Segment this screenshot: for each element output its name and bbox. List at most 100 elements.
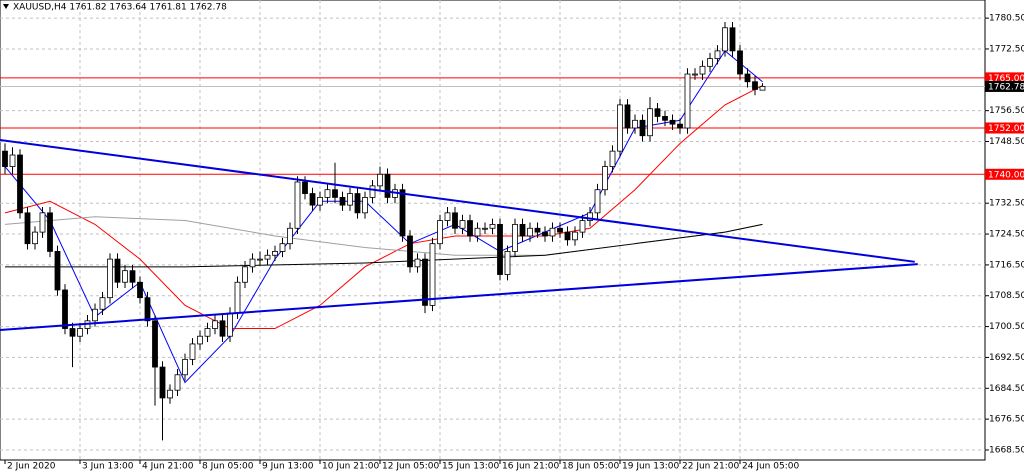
y-tick-label: 1748.50	[989, 137, 1024, 147]
y-tick-label: 1772.50	[989, 44, 1024, 54]
candle-body	[227, 312, 233, 337]
candle-body	[17, 154, 23, 214]
candle-body	[54, 250, 61, 291]
candle-body	[384, 173, 391, 198]
candle-body	[92, 308, 98, 322]
y-tick-label: 1692.50	[989, 353, 1024, 363]
candle-body	[587, 212, 593, 221]
candle-body	[107, 258, 113, 299]
candle-body	[399, 189, 406, 237]
candle-body	[377, 173, 383, 187]
candle-body	[707, 58, 713, 67]
level-label: 1752.00	[988, 124, 1024, 134]
candle-body	[189, 343, 196, 360]
y-tick-label: 1700.50	[989, 322, 1024, 332]
candle-body	[647, 108, 653, 137]
y-tick-label: 1668.50	[989, 445, 1024, 455]
candle-body	[249, 258, 256, 268]
candle-body	[24, 212, 31, 245]
candle-body	[737, 50, 743, 75]
candle-body	[39, 212, 46, 233]
candle-body	[362, 197, 368, 214]
x-tick-label: 24 Jun 05:00	[742, 462, 799, 472]
candle-body	[302, 181, 308, 194]
candle-body	[617, 104, 623, 152]
y-tick-label: 1716.50	[989, 260, 1024, 270]
level-label: 1765.00	[988, 74, 1024, 84]
candle-body	[527, 227, 533, 237]
y-tick-label: 1780.50	[989, 14, 1024, 24]
chart-title: XAUUSD,H4 1761.82 1763.64 1761.81 1762.7…	[13, 3, 227, 13]
x-tick-label: 3 Jun 13:00	[82, 462, 134, 472]
candle-body	[752, 81, 758, 90]
level-tag	[985, 80, 1024, 92]
candle-body	[47, 212, 53, 252]
candle-body	[294, 181, 301, 229]
candle-body	[534, 227, 541, 233]
x-tick-label: 2 Jun 2020	[7, 462, 56, 472]
candle-body	[542, 231, 548, 237]
level-tag	[985, 122, 1024, 134]
y-tick-label: 1724.50	[989, 230, 1024, 240]
candle-body	[62, 289, 68, 329]
candle-body	[347, 193, 353, 206]
candle-body	[257, 258, 263, 261]
candle-body	[204, 328, 211, 337]
x-tick-label: 18 Jun 05:00	[562, 462, 619, 472]
candle-body	[354, 193, 361, 214]
candle-body	[474, 227, 481, 237]
candle-body	[369, 185, 376, 198]
candle-body	[602, 166, 608, 191]
candle-body	[482, 227, 488, 230]
candle-body	[579, 220, 586, 233]
candle-body	[549, 227, 556, 237]
candle-body	[167, 389, 173, 399]
candle-body	[744, 73, 751, 83]
y-tick-label: 1732.50	[989, 199, 1024, 209]
candle-body	[489, 224, 496, 229]
candle-body	[452, 212, 458, 229]
candle-body	[122, 270, 128, 283]
trendline	[0, 138, 915, 263]
candle-body	[9, 154, 16, 167]
candle-body	[467, 220, 473, 237]
y-tick-label: 1708.50	[989, 291, 1024, 301]
candle-body	[77, 328, 83, 337]
x-tick-label: 16 Jun 21:00	[502, 462, 559, 472]
candle-body	[564, 231, 571, 241]
candle-body	[219, 320, 226, 337]
candle-body	[557, 227, 563, 233]
candle-body	[182, 358, 188, 376]
candle-body	[279, 243, 286, 252]
candle-body	[632, 119, 638, 129]
x-tick-label: 4 Jun 21:00	[142, 462, 194, 472]
moving-average	[5, 223, 763, 268]
candle-body	[197, 335, 203, 345]
plot-layer	[0, 0, 985, 460]
candle-body	[324, 189, 331, 198]
candle-body	[722, 27, 728, 52]
x-tick-label: 22 Jun 21:00	[682, 462, 739, 472]
candle-body	[692, 73, 698, 76]
candle-body	[174, 374, 181, 391]
candle-body	[99, 297, 106, 310]
candle-body	[407, 235, 413, 268]
x-tick-label: 10 Jun 21:00	[322, 462, 379, 472]
candle-body	[444, 212, 451, 221]
candle-body	[287, 227, 293, 245]
candle-body	[512, 224, 518, 252]
candle-body	[609, 150, 616, 167]
candle-body	[624, 104, 631, 129]
x-tick-label: 15 Jun 13:00	[442, 462, 499, 472]
candle-body	[2, 150, 8, 167]
candle-body	[729, 27, 736, 52]
candle-body	[332, 189, 338, 198]
candle-body	[459, 220, 466, 229]
level-tag	[985, 72, 1024, 84]
candle-body	[234, 281, 241, 314]
candle-body	[317, 197, 323, 206]
y-tick-label: 1684.50	[989, 384, 1024, 394]
candle-body	[654, 108, 661, 117]
